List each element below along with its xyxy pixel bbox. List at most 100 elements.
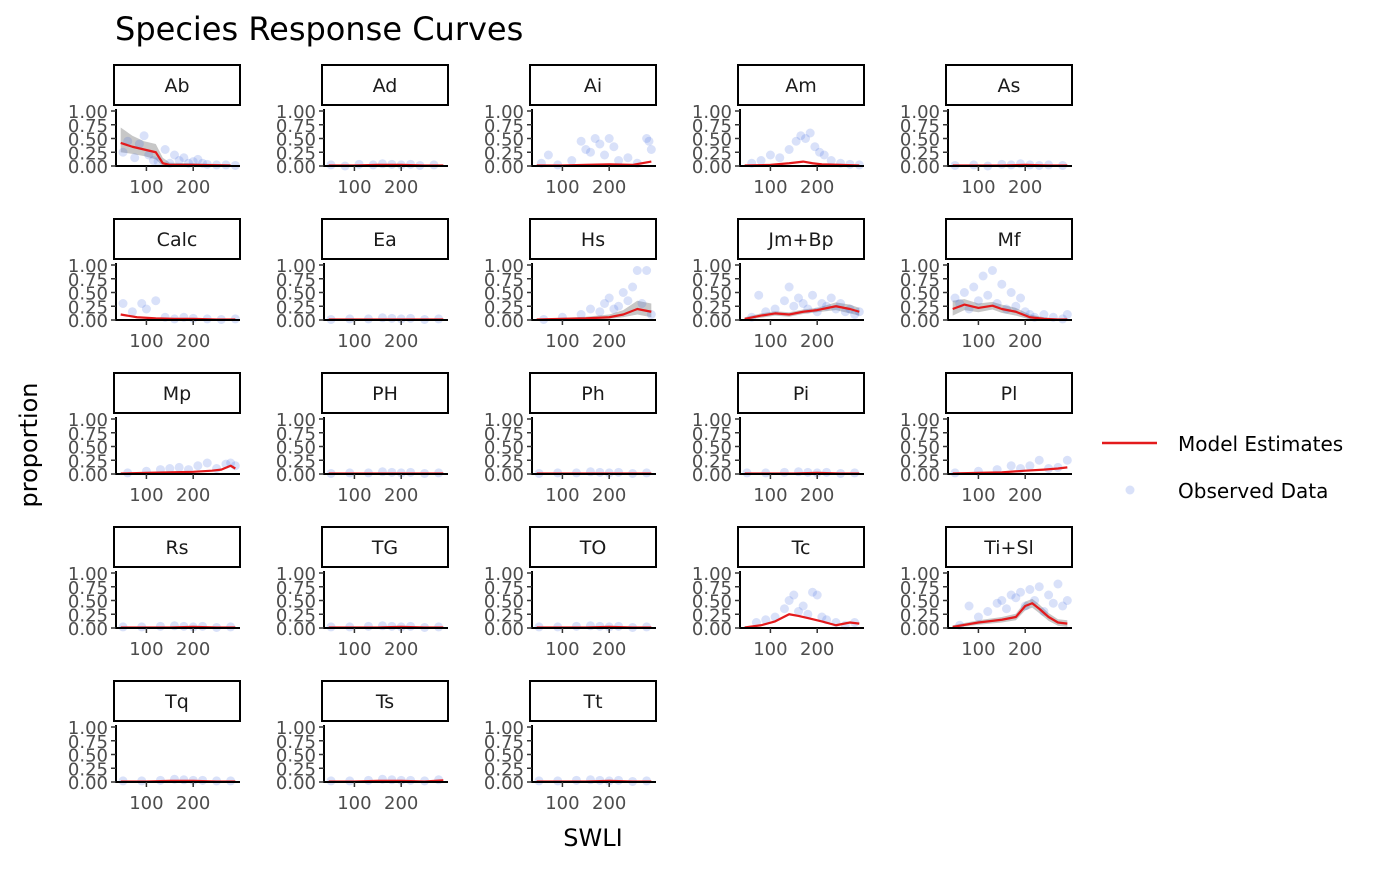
observed-point: [779, 604, 789, 614]
y-tick-label: 0.75: [484, 270, 524, 291]
x-tick-label: 100: [961, 485, 995, 506]
y-tick-label: 0.25: [276, 297, 316, 318]
facet-strip: [113, 372, 241, 414]
facet-strip-label: Ai: [584, 75, 602, 97]
facet-strip: [321, 680, 449, 722]
facet-panel-am: Am 0.000.250.500.751.00 100 200: [692, 64, 865, 198]
y-tick-label: 0.75: [276, 732, 316, 753]
confidence-ribbon: [952, 598, 1068, 628]
observed-point: [646, 145, 656, 154]
y-tick-label: 0.25: [68, 297, 108, 318]
model-estimate-line: [744, 160, 860, 167]
y-tick-label: 0.00: [900, 311, 940, 332]
y-tick-label: 0.25: [900, 143, 940, 164]
facet-panel-tc: Tc 0.000.250.500.751.00 100 200: [692, 526, 865, 660]
facet-panel-calc: Calc 0.000.250.500.751.00 100 200: [68, 218, 241, 352]
model-estimate-line: [120, 141, 231, 167]
facet-strip-label: Calc: [157, 229, 198, 251]
y-tick-label: 0.50: [692, 130, 732, 151]
observed-point: [812, 590, 822, 600]
y-tick-label: 0.25: [900, 297, 940, 318]
y-tick-label: 0.25: [484, 451, 524, 472]
facet-panel-as: As 0.000.250.500.751.00 100 200: [900, 64, 1073, 198]
observed-point: [1053, 579, 1063, 589]
observed-point: [118, 299, 128, 308]
observed-point: [964, 601, 974, 611]
x-tick-label: 100: [129, 331, 163, 352]
y-tick-label: 1.00: [692, 256, 732, 277]
x-tick-label: 100: [129, 639, 163, 660]
observed-point: [155, 621, 165, 631]
observed-point: [770, 304, 780, 314]
observed-point: [604, 134, 614, 143]
y-tick-label: 0.75: [68, 116, 108, 137]
x-tick-label: 100: [545, 485, 579, 506]
y-tick-label: 1.00: [484, 564, 524, 585]
facet-strip-label: Ts: [375, 691, 394, 713]
facet-panel-ad: Ad 0.000.250.500.751.00 100 200: [276, 64, 449, 198]
observed-point: [581, 145, 591, 154]
observed-point: [987, 266, 997, 275]
facet-strip-label: Tc: [791, 537, 811, 559]
observed-point: [632, 266, 642, 275]
y-tick-label: 1.00: [484, 102, 524, 123]
observed-point: [983, 607, 993, 616]
facet-strip-label: Pi: [793, 383, 809, 405]
y-tick-label: 0.00: [68, 619, 108, 640]
x-tick-label: 200: [800, 639, 834, 660]
observed-point: [789, 301, 799, 311]
observed-point: [756, 156, 766, 165]
observed-point: [144, 150, 154, 160]
y-tick-label: 1.00: [276, 102, 316, 123]
model-estimate-line: [952, 602, 1068, 628]
y-tick-label: 0.50: [68, 438, 108, 459]
facet-strip-label: Hs: [581, 229, 605, 251]
observed-point: [775, 153, 785, 163]
observed-point: [179, 153, 189, 163]
facet-strip-label: TO: [579, 537, 607, 559]
x-tick-label: 100: [337, 793, 371, 814]
y-tick-label: 0.25: [692, 451, 732, 472]
observed-point: [815, 147, 825, 157]
facet-strip: [529, 372, 657, 414]
x-tick-label: 200: [800, 177, 834, 198]
y-tick-label: 1.00: [276, 564, 316, 585]
facet-panel-ph: Ph 0.000.250.500.751.00 100 200: [484, 372, 657, 506]
legend-observed-point-key: [1125, 485, 1135, 495]
facet-panel-ti-sl: Ti+Sl 0.000.250.500.751.00 100 200: [900, 526, 1073, 660]
facet-strip: [529, 64, 657, 106]
model-estimate-line: [744, 613, 860, 629]
x-tick-label: 100: [961, 639, 995, 660]
observed-point: [798, 299, 808, 308]
y-tick-label: 1.00: [68, 102, 108, 123]
y-tick-label: 0.50: [68, 592, 108, 613]
y-tick-label: 0.00: [692, 619, 732, 640]
y-tick-label: 0.25: [276, 759, 316, 780]
observed-point: [1034, 582, 1044, 592]
x-tick-label: 100: [337, 485, 371, 506]
y-tick-label: 1.00: [484, 256, 524, 277]
observed-point: [1025, 461, 1035, 471]
y-tick-label: 0.00: [484, 465, 524, 486]
y-tick-label: 0.75: [68, 424, 108, 445]
y-axis-title: proportion: [15, 382, 43, 507]
legend-observed-label: Observed Data: [1178, 479, 1328, 503]
y-tick-label: 0.75: [68, 578, 108, 599]
y-tick-label: 0.75: [484, 424, 524, 445]
y-tick-label: 0.50: [484, 438, 524, 459]
observed-point: [1011, 593, 1021, 603]
y-tick-label: 0.50: [692, 284, 732, 305]
facet-panel-tq: Tq 0.000.250.500.751.00 100 200: [68, 680, 241, 814]
facet-strip: [945, 526, 1073, 568]
facet-strip-label: Tt: [582, 691, 602, 713]
x-tick-label: 200: [176, 639, 210, 660]
x-tick-label: 200: [176, 177, 210, 198]
y-tick-label: 0.00: [276, 465, 316, 486]
y-tick-label: 0.00: [276, 773, 316, 794]
observed-point: [819, 150, 829, 160]
x-tick-label: 100: [545, 177, 579, 198]
x-tick-label: 200: [592, 793, 626, 814]
observed-point: [810, 142, 820, 152]
y-tick-label: 0.75: [692, 424, 732, 445]
x-tick-label: 200: [1008, 485, 1042, 506]
